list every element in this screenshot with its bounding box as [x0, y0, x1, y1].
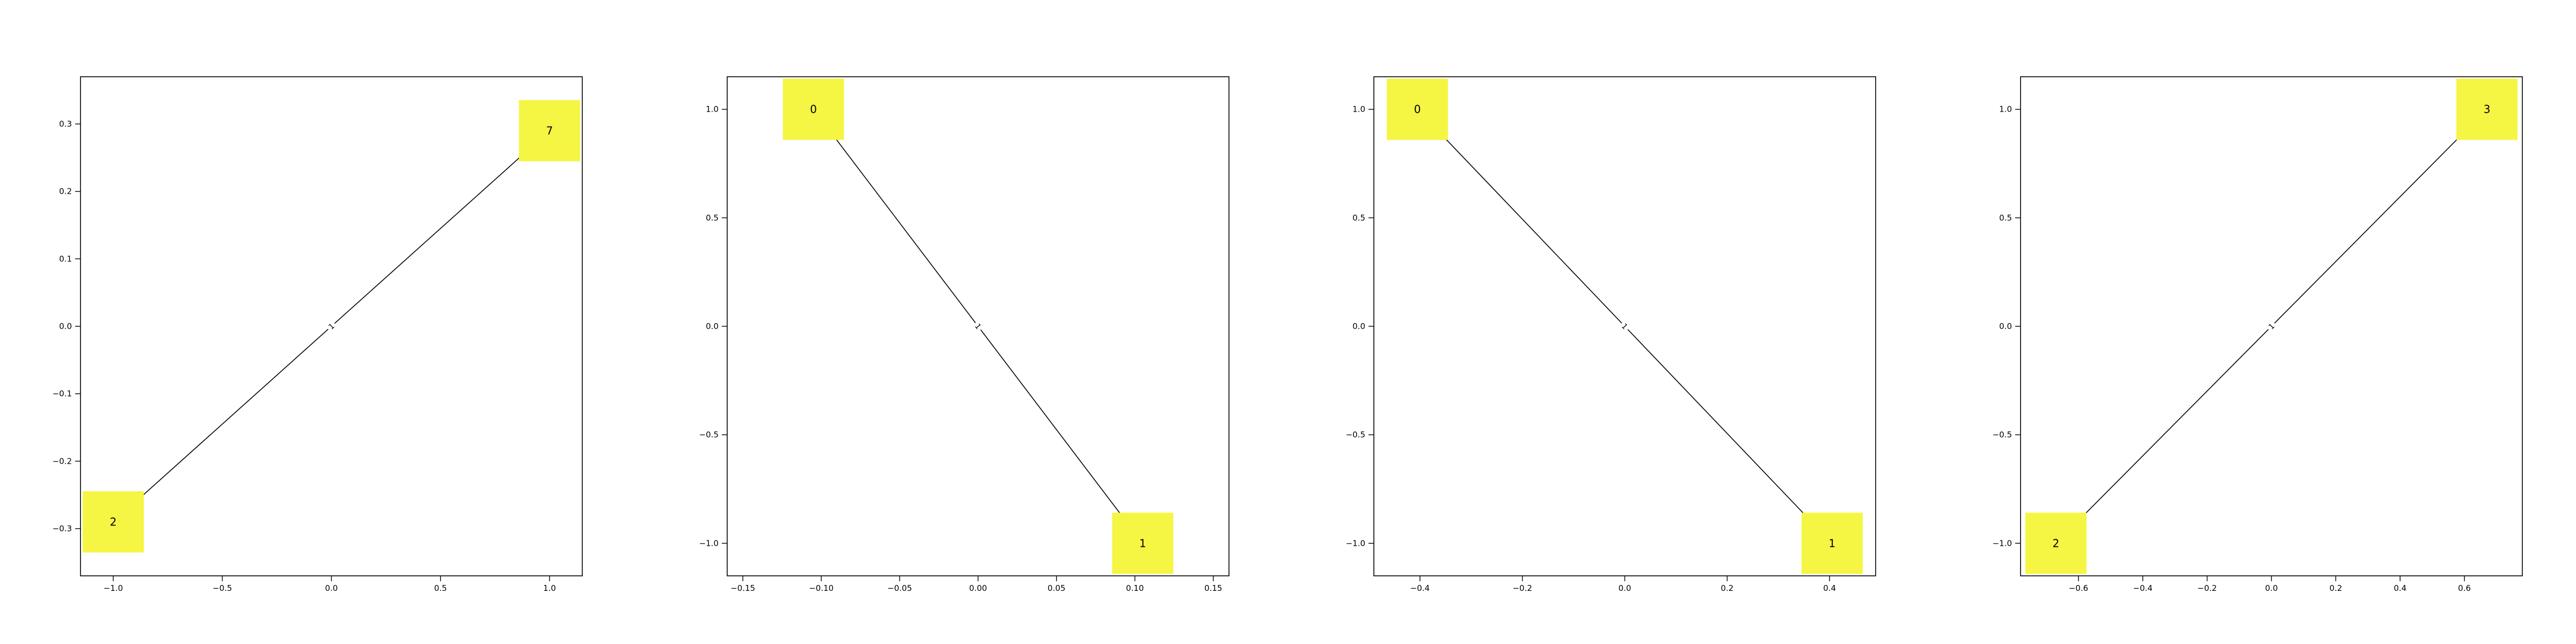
y-tick-label: −0.5: [1993, 430, 2012, 440]
x-tick-label: 0.2: [1721, 583, 1733, 593]
y-tick-label: −0.3: [53, 524, 72, 533]
graph-node-label: 0: [810, 103, 817, 116]
y-tick-label: −0.2: [53, 456, 72, 466]
graph-node-label: 7: [546, 125, 553, 137]
graph-node-3: [2456, 78, 2518, 140]
y-tick-label: −1.0: [1993, 538, 2012, 548]
node-group: 01: [782, 78, 1174, 574]
x-tick-label: −1.0: [104, 583, 123, 593]
x-tick-label: −0.05: [887, 583, 912, 593]
y-tick-label: 1.0: [1999, 105, 2012, 114]
y-tick-label: 0.0: [59, 321, 72, 331]
x-tick-label: 0.10: [1126, 583, 1144, 593]
graph-panel-1: −1.0 −0.5 0.0 0.5 1.0 −0.3 −0.2 −0.1 0.0 0.1 0.2 0.…: [53, 76, 583, 593]
graph-node-label: 1: [1829, 537, 1836, 550]
graph-panel-2: −0.15 −0.10 −0.05 0.00 0.05 0.10 0.15−1.0−0.50…: [699, 76, 1230, 593]
edge-weight-label: 1: [2267, 322, 2277, 332]
graph-node-label: 3: [2484, 103, 2491, 116]
graph-node-2: [2025, 513, 2087, 574]
x-tick-label: 0.0: [1619, 583, 1631, 593]
x-tick-label: 0.0: [2265, 583, 2278, 593]
y-tick-label: −0.5: [1346, 430, 1365, 440]
graph-node-label: 2: [110, 515, 117, 528]
graph-node-0: [1387, 78, 1448, 140]
x-tick-label: −0.10: [809, 583, 833, 593]
x-tick-label: 0.2: [2329, 583, 2342, 593]
x-tick-label: 0.0: [325, 583, 338, 593]
edge-label-background: [325, 319, 338, 333]
x-tick-label: −0.6: [2069, 583, 2088, 593]
y-tick-label: 0.5: [706, 213, 719, 223]
x-tick-label: 0.4: [1823, 583, 1836, 593]
y-tick-label: 0.0: [1352, 321, 1365, 331]
x-tick-label: −0.5: [213, 583, 232, 593]
graph-node-0: [782, 78, 844, 140]
graph-node-1: [1112, 513, 1174, 574]
y-tick-label: 0.5: [1999, 213, 2012, 223]
x-tick-label: 0.6: [2458, 583, 2471, 593]
x-tick-label: 0.5: [434, 583, 447, 593]
x-tick-label: 1.0: [543, 583, 556, 593]
graph-node-label: 0: [1414, 103, 1421, 116]
y-tick-label: −0.5: [699, 430, 719, 440]
y-tick-label: 0.0: [1999, 321, 2012, 331]
y-tick-label: −0.1: [53, 389, 72, 399]
x-tick-label: 0.05: [1048, 583, 1065, 593]
graph-node-1: [1801, 513, 1863, 574]
y-tick-label: 0.3: [59, 119, 72, 129]
x-tick-label: 0.00: [969, 583, 987, 593]
y-tick-label: −1.0: [699, 538, 719, 548]
x-tick-label: 0.15: [1204, 583, 1222, 593]
y-tick-label: 1.0: [1352, 105, 1365, 114]
node-group: 01: [1387, 78, 1863, 574]
y-tick-label: 1.0: [706, 105, 719, 114]
node-group: 27: [82, 100, 581, 553]
graph-panel-4: −0.6 −0.4 −0.2 0.0 0.2 0.4 0.6 −1.0 −0.5 0.0 0.5 1.…: [1993, 76, 2523, 593]
x-tick-label: −0.4: [1410, 583, 1430, 593]
y-tick-label: 0.2: [59, 187, 72, 196]
edge-label-background: [971, 320, 985, 333]
y-tick-label: −1.0: [1346, 538, 1365, 548]
x-tick-label: −0.2: [2197, 583, 2216, 593]
y-tick-label: 0.5: [1352, 213, 1365, 223]
graph-node-2: [82, 491, 144, 553]
graph-panel-3: −0.4 −0.2 0.0 0.2 0.4 −1.0 −0.5 0.0 0.5 1.0 101: [1346, 76, 1876, 593]
edge-label-background: [1618, 319, 1631, 333]
y-tick-label: 0.1: [59, 254, 72, 264]
y-tick-label: 0.0: [706, 321, 719, 331]
x-tick-label: −0.15: [730, 583, 755, 593]
x-tick-label: 0.4: [2394, 583, 2406, 593]
edge-label-background: [2265, 319, 2278, 333]
graph-node-7: [519, 100, 581, 162]
graph-node-label: 2: [2053, 537, 2060, 550]
x-tick-label: −0.4: [2133, 583, 2153, 593]
node-group: 23: [2025, 78, 2518, 574]
graph-node-label: 1: [1139, 537, 1146, 550]
x-tick-label: −0.2: [1512, 583, 1532, 593]
